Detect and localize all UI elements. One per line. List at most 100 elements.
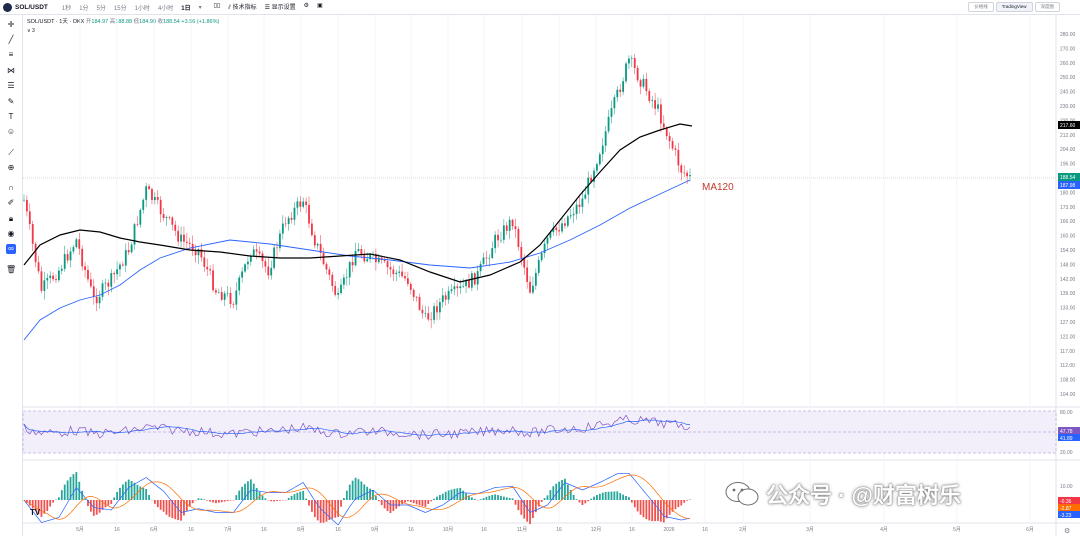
gear-icon[interactable]: ⚙ (303, 3, 310, 9)
macd-bar (296, 492, 299, 500)
camera-icon[interactable]: ▣ (317, 3, 323, 9)
ma120-annotation: MA120 (702, 182, 734, 193)
eye-icon[interactable]: ◉ (7, 229, 15, 238)
tf-1m[interactable]: 1分 (79, 5, 89, 12)
symbol-selector[interactable]: SOL/USDT (3, 2, 48, 12)
macd-bar (674, 500, 677, 510)
candle-body (194, 250, 197, 256)
candle-body (555, 227, 558, 231)
candle-body (607, 116, 610, 132)
macd-bar (308, 500, 310, 506)
tradingview-button[interactable]: TradingView (995, 2, 1033, 12)
macd-bar (395, 500, 398, 509)
candle-body (203, 257, 206, 267)
brush-icon[interactable]: ✎ (7, 97, 15, 106)
macd-bar (215, 500, 217, 504)
magnet-icon[interactable]: ∩ (8, 183, 14, 192)
price-line-button[interactable]: 价格线 (968, 2, 994, 12)
time-axis-label: 16 (114, 527, 120, 533)
legend-toggle[interactable]: ∨ 3 (27, 28, 35, 34)
macd-bar (81, 490, 84, 500)
macd-bar (630, 500, 633, 503)
watermark-text: 公众号 · @财富树乐 (766, 483, 962, 508)
macd-bar (662, 500, 665, 523)
settings-button[interactable]: ☰ 显示设置 (264, 5, 296, 11)
macd-bar (331, 500, 334, 519)
macd-bar (584, 500, 587, 504)
crosshair-icon[interactable]: ✛ (7, 20, 15, 29)
macd-bar (366, 486, 369, 500)
candle-body (148, 186, 150, 190)
candle-body (433, 306, 435, 320)
main-pane (23, 15, 1056, 407)
high-value: 188.88 (115, 19, 133, 25)
macd-bar (683, 500, 686, 503)
macd-bar (590, 498, 593, 500)
time-axis-label: 4月 (880, 527, 888, 533)
link-icon[interactable]: ∞ (6, 244, 16, 254)
lines-icon[interactable]: ≡ (8, 50, 14, 59)
candle-body (628, 58, 630, 64)
candle-body (424, 313, 427, 314)
tf-1d[interactable]: 1日 (181, 5, 191, 12)
zoom-icon[interactable]: ⊕ (7, 163, 15, 172)
emoji-icon[interactable]: ☺ (6, 127, 16, 136)
candle-body (133, 224, 136, 245)
macd-bar (415, 500, 418, 505)
macd-bar (325, 500, 328, 522)
macd-bar (404, 500, 406, 503)
macd-bar (43, 500, 46, 514)
macd-bar (633, 500, 636, 508)
time-axis-label: 16 (702, 527, 708, 533)
macd-bar (334, 500, 337, 518)
text-icon[interactable]: T (8, 112, 14, 121)
candle-body (46, 278, 49, 281)
close-tag (1058, 173, 1080, 181)
depth-button[interactable]: 深度图 (1034, 2, 1060, 12)
candle-body (485, 257, 488, 259)
candle-body (546, 237, 549, 244)
candle-body (459, 286, 462, 289)
indicators-button[interactable]: ⫽ 技术指标 (228, 5, 257, 11)
tf-1h[interactable]: 1小时 (134, 5, 150, 12)
macd-bar (26, 500, 28, 503)
candle-body (561, 223, 563, 232)
tf-5m[interactable]: 5分 (96, 5, 106, 12)
candle-body (305, 201, 308, 205)
fib-icon[interactable]: ☰ (7, 81, 15, 90)
candle-type-icon[interactable]: ▯▯ (213, 3, 221, 9)
candle-body (558, 230, 561, 232)
candle-body (136, 224, 139, 225)
candle-body (244, 264, 246, 272)
macd-bar (363, 484, 366, 500)
candle-body (642, 78, 645, 87)
chevron-down-icon[interactable]: ▾ (198, 4, 202, 11)
price-axis-label: 196.00 (1060, 162, 1076, 168)
lock-icon[interactable]: 🔒︎ (8, 214, 14, 223)
candle-body (95, 296, 98, 304)
tf-1s[interactable]: 1秒 (61, 5, 72, 12)
pencil-lock-icon[interactable]: ✐ (7, 198, 15, 207)
macd-bar (639, 500, 642, 515)
trash-icon[interactable]: 🗑︎ (6, 265, 17, 274)
tf-4h[interactable]: 4小时 (157, 5, 174, 12)
macd-bar (622, 494, 625, 500)
settings-gear-icon[interactable]: ⚙ (1064, 527, 1070, 535)
candle-body (564, 223, 566, 226)
candle-body (98, 296, 101, 304)
macd-bar (453, 488, 456, 500)
macd-bar (677, 500, 680, 508)
ruler-icon[interactable]: ⟋ (8, 148, 14, 157)
candle-body (121, 264, 124, 266)
macd-bar (354, 477, 357, 500)
tf-15m[interactable]: 15分 (113, 5, 127, 12)
macd-bar (479, 499, 482, 500)
candle-body (313, 235, 316, 246)
pitchfork-icon[interactable]: ⋈ (7, 66, 15, 75)
candle-body (334, 285, 337, 295)
macd-bar (52, 500, 54, 503)
candle-body (174, 224, 177, 231)
candle-body (357, 249, 360, 251)
trendline-icon[interactable]: ╱ (8, 35, 14, 44)
